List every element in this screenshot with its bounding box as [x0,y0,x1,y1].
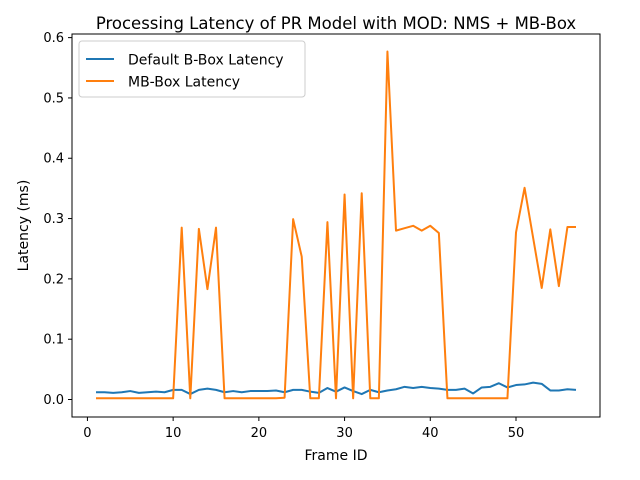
y-axis-label: Latency (ms) [16,180,32,272]
plot-lines [96,50,577,400]
y-axis-ticks: 0.0 0.1 0.2 0.3 0.4 0.5 0.6 [43,31,72,408]
x-tick-label: 10 [165,426,182,441]
x-tick-label: 20 [251,426,268,441]
x-axis-label: Frame ID [305,448,368,464]
legend: Default B-Box Latency MB-Box Latency [78,40,306,98]
legend-label-default-bbox: Default B-Box Latency [128,53,284,69]
y-tick-label: 0.5 [43,91,64,106]
y-tick-label: 0.6 [43,31,64,46]
x-axis-ticks: 0 10 20 30 40 50 [83,417,524,441]
legend-label-mbbox: MB-Box Latency [128,75,240,91]
x-tick-label: 40 [422,426,439,441]
y-tick-label: 0.3 [43,212,64,227]
y-tick-label: 0.1 [43,333,64,348]
y-tick-label: 0.2 [43,272,64,287]
x-tick-label: 0 [83,426,91,441]
plot-frame [71,33,601,418]
x-tick-label: 50 [508,426,525,441]
y-tick-label: 0.0 [43,393,64,408]
y-tick-label: 0.4 [43,152,64,167]
series-line-1 [96,50,576,400]
legend-box [78,40,306,98]
chart-title: Processing Latency of PR Model with MOD:… [96,14,577,33]
x-tick-label: 30 [336,426,353,441]
